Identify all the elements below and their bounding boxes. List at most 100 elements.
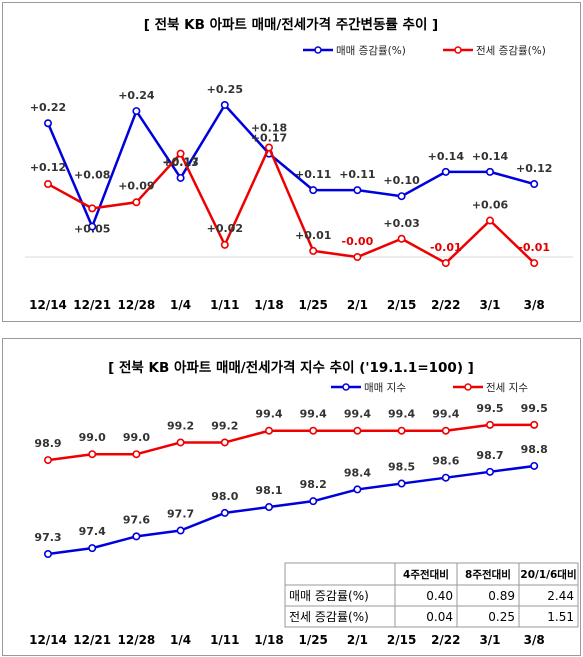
c2-point-0-2 <box>132 532 141 541</box>
legend-marker-0 <box>342 383 350 391</box>
table-cell-1-2: 0.25 <box>488 610 515 624</box>
c2-tick-label-9: 2/22 <box>431 633 460 647</box>
legend-entry-1: 전세 지수 <box>486 382 528 394</box>
c1-point-1-7 <box>353 253 362 262</box>
c1-data-label-1-1: +0.08 <box>74 168 110 181</box>
c2-data-label-1-11: 99.5 <box>521 402 548 415</box>
c2-series-line-0 <box>47 464 535 556</box>
c1-point-0-1 <box>88 222 97 231</box>
c1-data-label-0-2: +0.24 <box>118 89 155 102</box>
c2-tick-label-1: 12/21 <box>73 633 111 647</box>
c2-tick-label-5: 1/18 <box>254 633 283 647</box>
c1-data-label-0-4: +0.25 <box>207 83 243 96</box>
c1-data-label-0-0: +0.22 <box>30 101 66 114</box>
table-cell-0-1: 0.40 <box>426 589 453 603</box>
c1-data-label-1-10: +0.06 <box>472 199 509 212</box>
c2-data-label-0-3: 97.7 <box>167 508 194 521</box>
table-header-3: 20/1/6대비 <box>520 568 576 581</box>
c1-point-1-2 <box>132 198 141 207</box>
c1-tick-label-6: 1/25 <box>298 298 327 312</box>
c1-tick-label-2: 12/28 <box>118 298 156 312</box>
c2-data-label-1-2: 99.0 <box>123 431 150 444</box>
legend-entry-0: 매매 지수 <box>364 382 406 394</box>
table-header-1: 4주전대비 <box>403 568 449 581</box>
c2-point-0-6 <box>309 497 318 506</box>
c2-point-1-0 <box>43 456 52 465</box>
c1-data-label-1-8: +0.03 <box>383 217 419 230</box>
c2-point-0-4 <box>220 508 229 517</box>
c2-data-label-0-1: 97.4 <box>79 525 106 538</box>
c2-data-label-0-8: 98.5 <box>388 461 415 474</box>
c2-data-label-0-5: 98.1 <box>255 484 282 497</box>
c1-point-0-6 <box>309 186 318 195</box>
comparison-table <box>284 562 579 628</box>
c2-data-label-1-3: 99.2 <box>167 419 194 432</box>
c1-data-label-1-9: -0.01 <box>430 241 462 254</box>
c2-tick-label-8: 2/15 <box>387 633 416 647</box>
c1-tick-label-8: 2/15 <box>387 298 416 312</box>
table-cell-1-1: 0.04 <box>426 610 453 624</box>
c1-tick-label-3: 1/4 <box>170 298 191 312</box>
legend-entry-1: 전세 증감률(%) <box>476 45 546 57</box>
c2-data-label-0-9: 98.6 <box>432 455 459 468</box>
c1-tick-label-1: 12/21 <box>73 298 111 312</box>
weekly-change-chart-panel: [ 전북 KB 아파트 매매/전세가격 주간변동률 추이 ] 매매 증감률(%)… <box>2 2 581 322</box>
legend-marker-1 <box>454 46 462 54</box>
c1-data-label-1-0: +0.12 <box>30 161 66 174</box>
table-row-label-0: 매매 증감률(%) <box>289 589 369 603</box>
c2-point-0-0 <box>43 550 52 559</box>
c1-data-label-1-3: +0.17 <box>162 156 198 169</box>
c2-point-0-5 <box>264 503 273 512</box>
c1-tick-label-5: 1/18 <box>254 298 283 312</box>
c1-data-label-1-6: +0.01 <box>295 229 331 242</box>
c2-point-0-10 <box>485 467 494 476</box>
c1-point-1-5 <box>264 143 273 152</box>
c2-point-1-1 <box>88 450 97 459</box>
c2-point-1-5 <box>264 426 273 435</box>
c2-point-1-3 <box>176 438 185 447</box>
c2-data-label-0-0: 97.3 <box>34 531 61 544</box>
table-row-label-1: 전세 증감률(%) <box>289 610 369 624</box>
c1-data-label-1-11: -0.01 <box>518 241 550 254</box>
c2-point-1-11 <box>530 420 539 429</box>
c1-series-line-1 <box>47 146 536 265</box>
c1-data-label-0-6: +0.11 <box>295 168 331 181</box>
c2-data-label-1-7: 99.4 <box>344 408 371 421</box>
c2-point-0-1 <box>88 544 97 553</box>
c2-data-label-0-7: 98.4 <box>344 466 371 479</box>
c2-data-label-0-2: 97.6 <box>123 513 150 526</box>
c2-tick-label-11: 3/8 <box>524 633 545 647</box>
c2-tick-label-2: 12/28 <box>118 633 156 647</box>
chart1-title: [ 전북 KB 아파트 매매/전세가격 주간변동률 추이 ] <box>144 16 438 33</box>
c1-point-1-10 <box>485 216 494 225</box>
c1-data-label-0-3: +0.13 <box>162 156 198 169</box>
c2-point-1-9 <box>441 426 450 435</box>
c2-data-label-0-6: 98.2 <box>300 478 327 491</box>
c2-tick-label-7: 2/1 <box>347 633 368 647</box>
c2-series-line-1 <box>47 423 535 462</box>
c1-point-1-9 <box>441 259 450 268</box>
index-chart-panel: [ 전북 KB 아파트 매매/전세가격 지수 추이 ('19.1.1=100) … <box>2 338 581 656</box>
c1-data-label-1-7: -0.00 <box>342 235 374 248</box>
c2-point-1-2 <box>132 450 141 459</box>
c2-point-0-9 <box>441 473 450 482</box>
c2-point-0-3 <box>176 526 185 535</box>
c1-tick-label-11: 3/8 <box>524 298 545 312</box>
c2-tick-label-4: 1/11 <box>210 633 239 647</box>
c1-point-0-8 <box>397 192 406 201</box>
c2-tick-label-0: 12/14 <box>29 633 67 647</box>
c2-point-0-8 <box>397 479 406 488</box>
c1-point-0-10 <box>485 167 494 176</box>
c1-data-label-0-11: +0.12 <box>516 162 552 175</box>
c1-tick-label-10: 3/1 <box>479 298 500 312</box>
index-chart: [ 전북 KB 아파트 매매/전세가격 지수 추이 ('19.1.1=100) … <box>29 359 579 647</box>
c1-tick-label-0: 12/14 <box>29 298 67 312</box>
c2-data-label-1-0: 98.9 <box>34 437 61 450</box>
c2-point-0-11 <box>530 461 539 470</box>
c1-tick-label-4: 1/11 <box>210 298 239 312</box>
c1-tick-label-7: 2/1 <box>347 298 368 312</box>
c1-point-0-7 <box>353 186 362 195</box>
legend-entry-0: 매매 증감률(%) <box>336 45 406 57</box>
c1-data-label-0-9: +0.14 <box>428 150 465 163</box>
c1-point-0-2 <box>132 107 141 116</box>
